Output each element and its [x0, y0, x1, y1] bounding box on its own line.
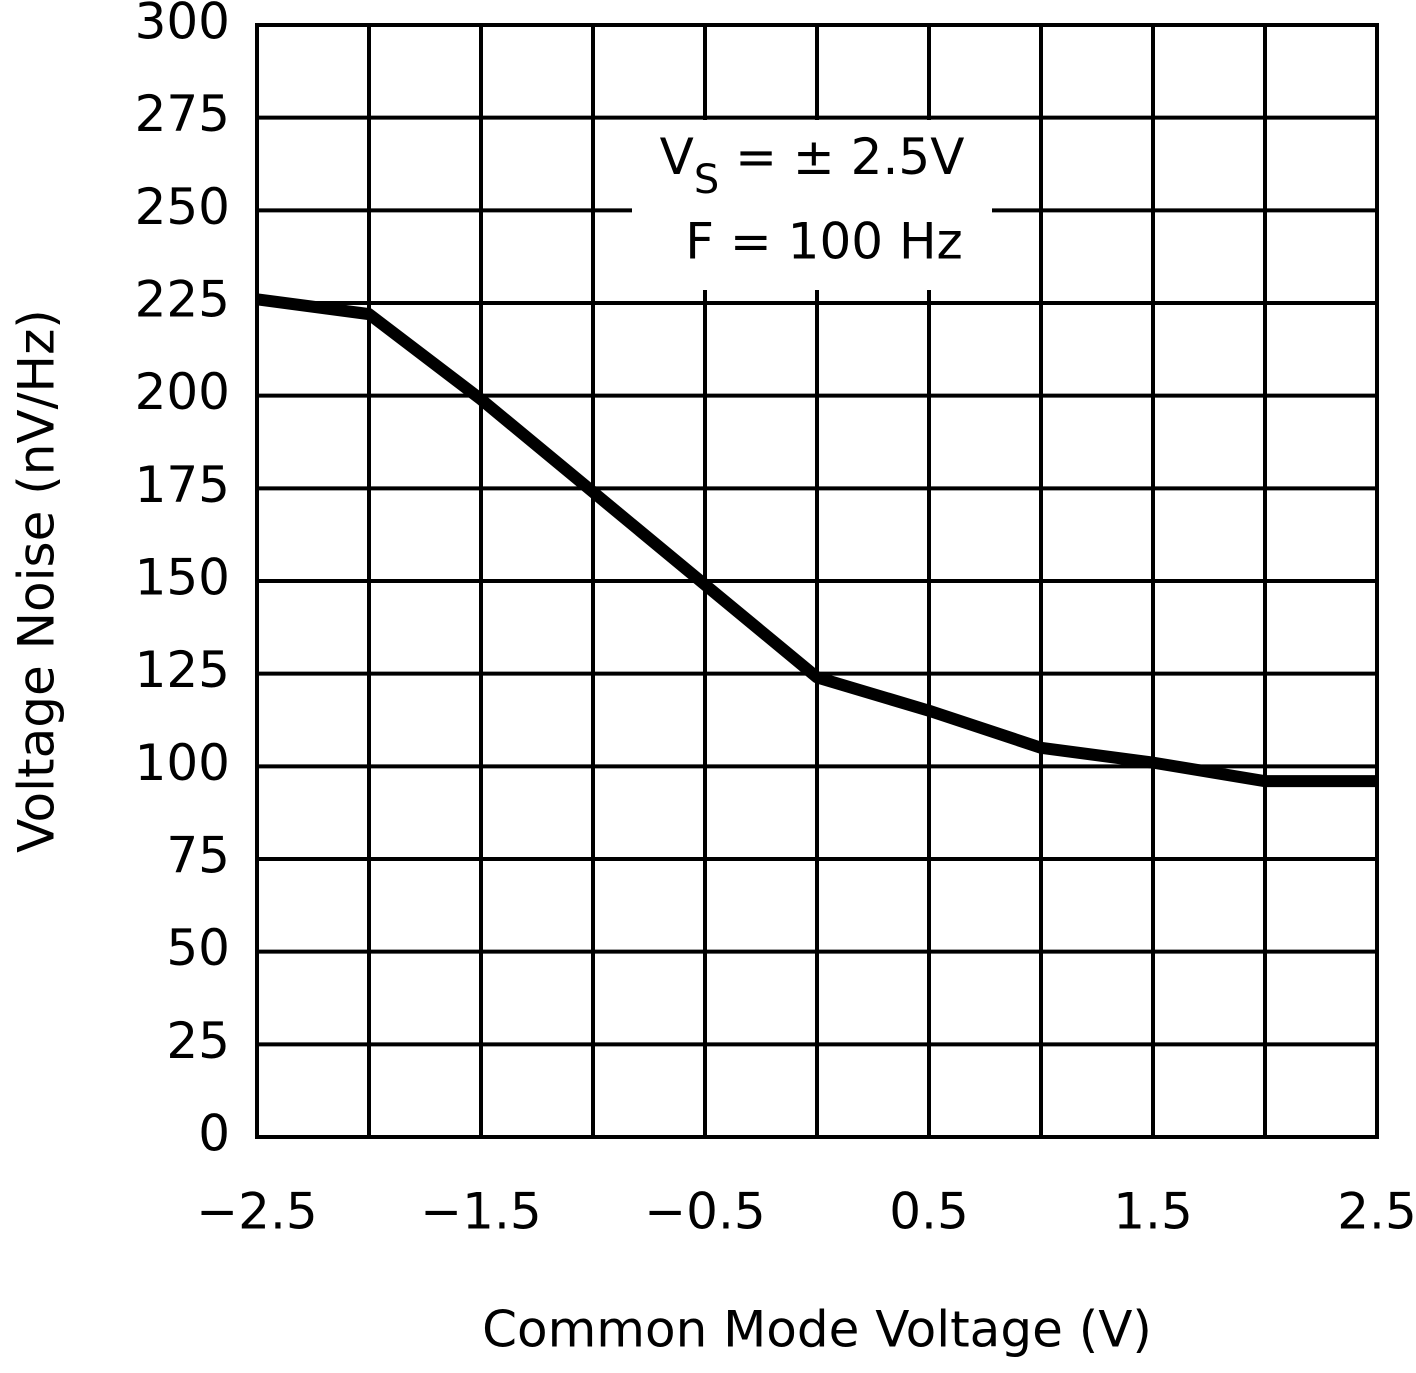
x-tick-label: 2.5 — [1337, 1183, 1416, 1241]
annotation-symbol: V — [660, 128, 694, 186]
y-tick-label: 125 — [135, 641, 230, 699]
x-tick-label: 0.5 — [889, 1183, 969, 1241]
x-tick-label: −0.5 — [644, 1183, 765, 1241]
y-tick-label: 150 — [135, 549, 230, 607]
plot-frame — [255, 23, 1379, 1139]
x-axis-title: Common Mode Voltage (V) — [482, 1301, 1152, 1359]
y-tick-label: 225 — [135, 271, 230, 329]
y-tick-label: 300 — [135, 0, 230, 51]
y-tick-label: 275 — [135, 85, 230, 143]
x-tick-label: 1.5 — [1113, 1183, 1193, 1241]
y-tick-label: 100 — [135, 734, 230, 792]
data-line — [256, 293, 1377, 788]
annotation-subscript: S — [694, 157, 719, 203]
y-tick-label: 25 — [166, 1012, 230, 1070]
y-tick-label: 200 — [135, 363, 230, 421]
annotation-condition-text: = ± 2.5V — [719, 128, 964, 186]
x-tick-label: −2.5 — [196, 1183, 317, 1241]
y-tick-label: 75 — [166, 827, 230, 885]
y-tick-label: 50 — [166, 919, 230, 977]
y-axis-title: Voltage Noise (nV/Hz) — [8, 309, 66, 853]
annotation-frequency: F = 100 Hz — [685, 213, 963, 271]
annotation-background — [632, 120, 992, 290]
y-tick-label: 175 — [135, 456, 230, 514]
x-tick-label: −1.5 — [420, 1183, 541, 1241]
y-tick-label: 250 — [135, 178, 230, 236]
annotation-condition: VS = ± 2.5V — [660, 128, 965, 204]
y-tick-label: 0 — [198, 1105, 230, 1163]
